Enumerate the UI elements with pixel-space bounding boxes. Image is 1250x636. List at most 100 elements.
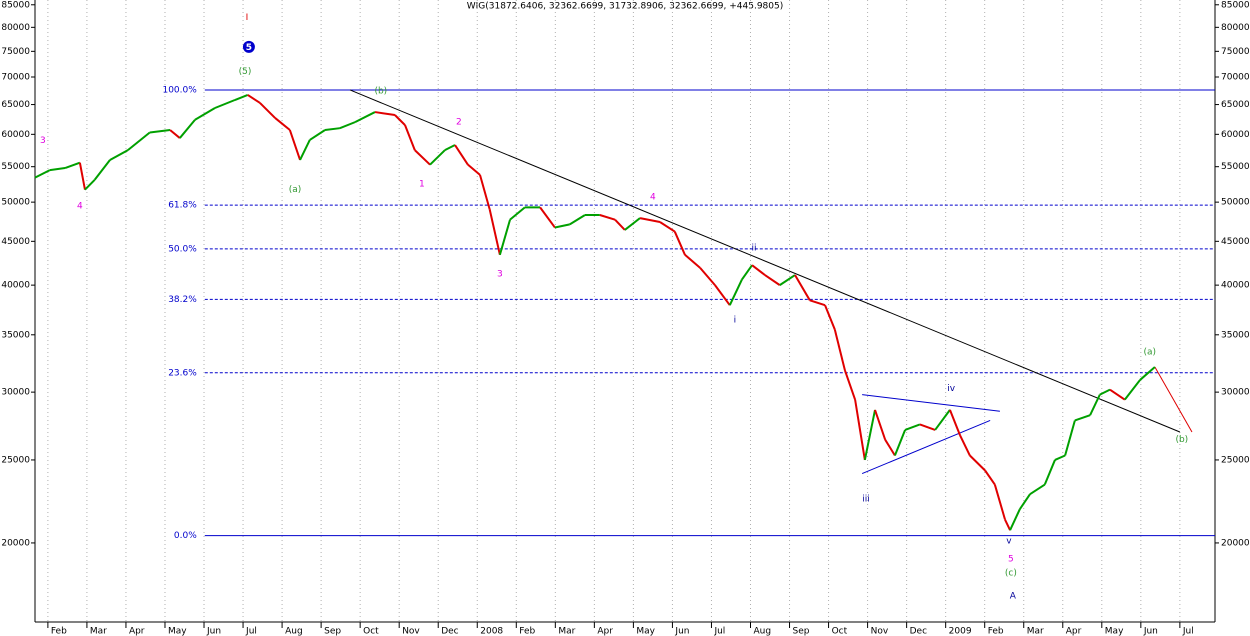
price-segment: [569, 214, 586, 226]
y-tick-label: 50000: [1, 198, 30, 208]
price-segment: [684, 254, 701, 269]
price-segment: [874, 409, 887, 440]
price-segment: [893, 429, 906, 456]
x-tick-label: Jul: [245, 627, 257, 636]
trend-line: [862, 394, 1000, 412]
y-tick-label: 75000: [1, 47, 30, 57]
wave-label: 4: [650, 192, 656, 202]
price-segment: [1019, 493, 1031, 510]
price-segment: [149, 129, 171, 134]
wave-label: (5): [239, 67, 252, 77]
price-segment: [969, 454, 986, 472]
x-tick-label: Dec: [910, 627, 927, 636]
wave-label: i: [734, 316, 737, 326]
x-tick-label: 2009: [949, 627, 972, 636]
price-segment: [299, 139, 311, 161]
price-segment: [1139, 366, 1156, 381]
price-segment: [949, 409, 962, 436]
price-segment: [659, 221, 676, 233]
y-tick-label: 65000: [1221, 100, 1250, 110]
price-segment: [404, 124, 416, 151]
wave-label: (a): [1144, 347, 1157, 357]
price-segment: [339, 121, 356, 130]
price-segment: [639, 217, 661, 223]
x-tick-label: Jul: [1182, 627, 1194, 636]
x-tick-label: Apr: [597, 627, 613, 636]
wave-label: (c): [1005, 569, 1017, 579]
price-segment: [324, 127, 340, 132]
price-segment: [794, 274, 811, 301]
wave-label: (b): [1175, 435, 1188, 445]
price-segment: [699, 267, 716, 286]
price-segment: [809, 299, 826, 307]
y-tick-label: 30000: [1, 388, 30, 398]
x-tick-label: Nov: [402, 627, 420, 636]
wave-label: (b): [374, 87, 387, 97]
x-tick-label: May: [1105, 627, 1124, 636]
price-segment: [498, 219, 512, 256]
price-segment: [844, 370, 857, 400]
price-segment: [824, 304, 836, 330]
price-segment: [309, 129, 326, 141]
price-segment: [1029, 483, 1046, 496]
chart-title: WIG(31872.6406, 32362.6699, 31732.8906, …: [467, 2, 784, 12]
price-segment: [714, 284, 731, 306]
price-segment: [49, 167, 66, 172]
price-segment: [539, 206, 556, 229]
x-tick-label: Aug: [753, 627, 771, 636]
price-segment: [751, 264, 766, 276]
price-segment: [84, 179, 96, 191]
price-segment: [127, 131, 151, 151]
price-segment: [394, 114, 406, 126]
level-label: 50.0%: [168, 244, 197, 254]
x-tick-label: Nov: [871, 627, 889, 636]
label-badge: [242, 40, 255, 53]
wave-label: 5: [1008, 555, 1014, 565]
y-tick-label: 40000: [1, 281, 30, 291]
x-tick-label: Jun: [674, 627, 689, 636]
wave-label: 2: [456, 118, 462, 128]
y-tick-label: 25000: [1, 455, 30, 465]
price-segment: [247, 94, 261, 104]
x-tick-label: May: [636, 627, 655, 636]
price-segment: [1089, 394, 1101, 416]
y-tick-label: 40000: [1221, 281, 1250, 291]
level-label: 0.0%: [174, 531, 197, 541]
x-tick-label: Feb: [51, 627, 67, 636]
y-tick-label: 20000: [1, 538, 30, 548]
wave-label: iv: [947, 384, 956, 394]
price-segment: [234, 94, 249, 101]
price-segment: [259, 102, 276, 119]
wave-label: 4: [77, 201, 83, 211]
y-tick-label: 85000: [1221, 0, 1250, 10]
price-segment: [169, 129, 181, 139]
price-segment: [1004, 519, 1011, 531]
y-tick-label: 35000: [1221, 330, 1250, 340]
x-tick-label: Sep: [793, 627, 810, 636]
wave-label: v: [1006, 537, 1012, 547]
x-tick-label: Mar: [1027, 627, 1044, 636]
x-tick-label: Mar: [90, 627, 107, 636]
price-segment: [214, 99, 236, 109]
y-tick-label: 55000: [1221, 162, 1250, 172]
price-segment: [673, 231, 686, 256]
trend-line: [1154, 366, 1193, 433]
wave-label: ii: [751, 243, 756, 253]
price-segment: [444, 144, 456, 152]
price-segment: [354, 111, 376, 124]
y-tick-label: 75000: [1221, 47, 1250, 57]
wave-label: 3: [497, 270, 503, 280]
x-tick-label: Jul: [713, 627, 725, 636]
price-segment: [1099, 388, 1111, 396]
x-tick-label: Jun: [1143, 627, 1158, 636]
price-segment: [863, 409, 876, 461]
price-segment: [429, 149, 446, 166]
price-segment: [414, 149, 431, 166]
price-segment: [274, 117, 291, 131]
x-tick-label: Apr: [129, 627, 145, 636]
price-segment: [488, 209, 501, 256]
price-segment: [454, 144, 469, 166]
price-segment: [509, 206, 526, 221]
